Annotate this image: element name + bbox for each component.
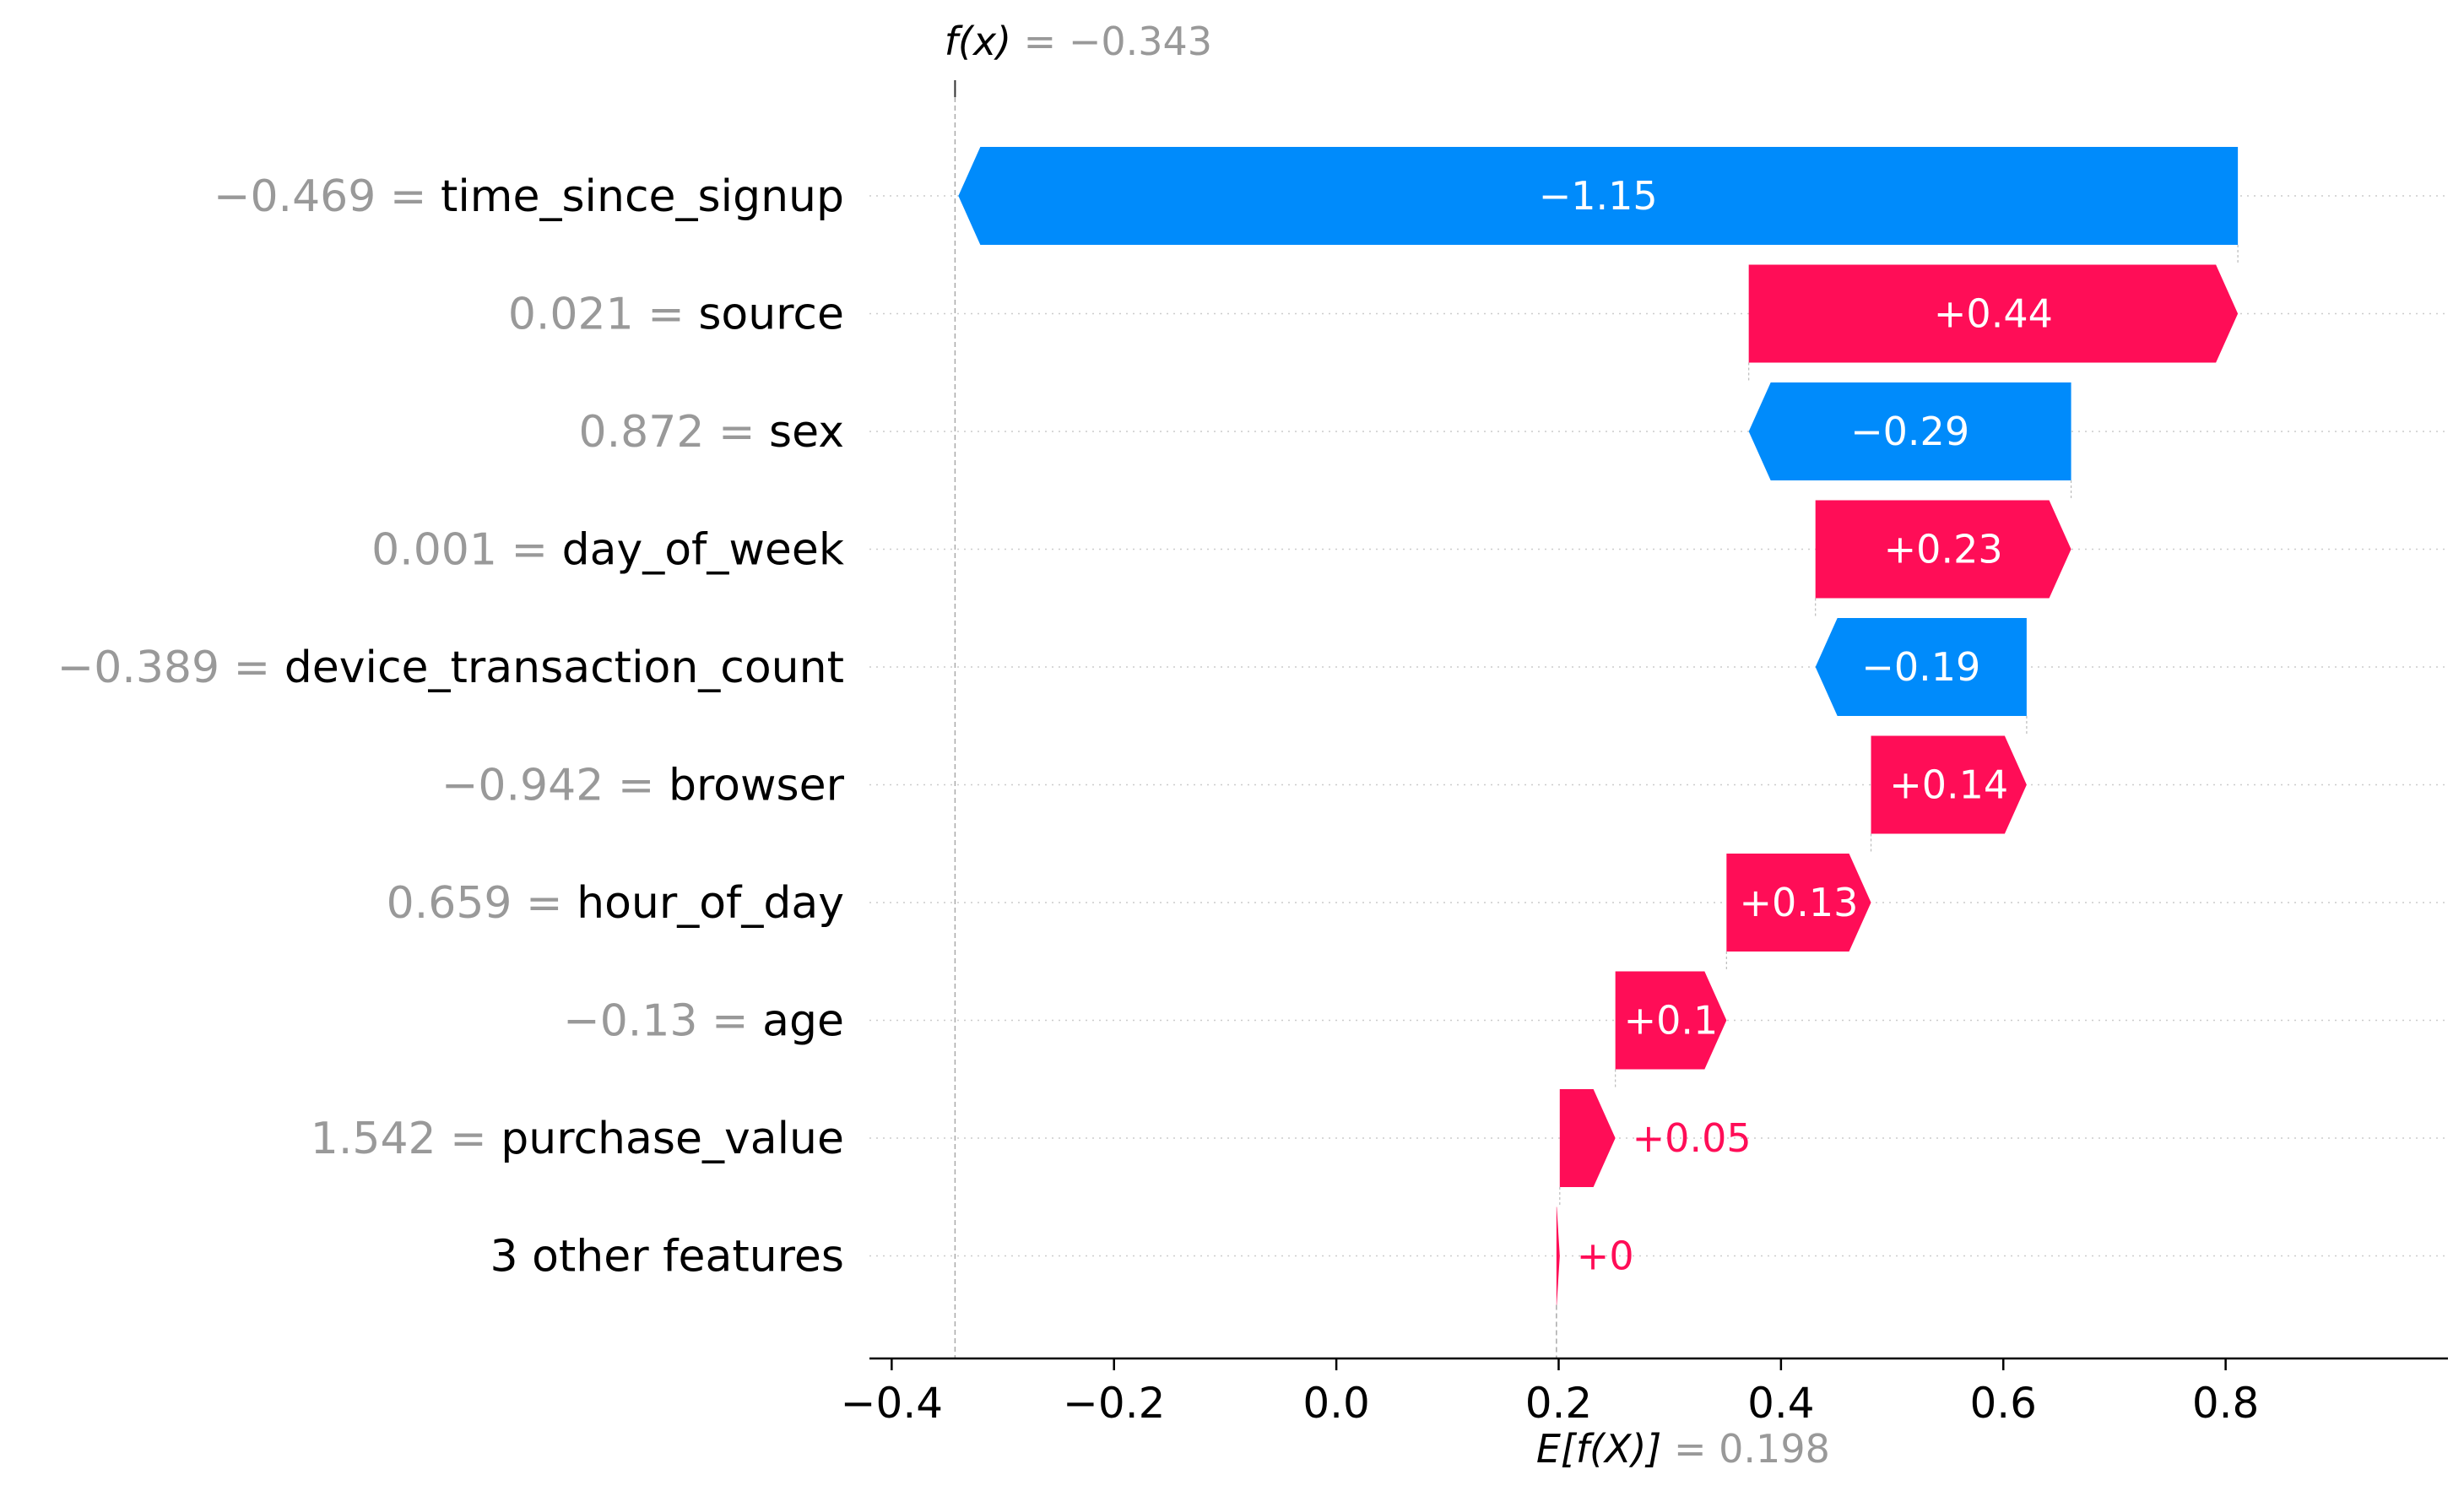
bar-browser [1871, 735, 2027, 834]
feature-value-text: 0.021 = [508, 290, 699, 340]
feature-value-text: −0.942 = [441, 761, 669, 811]
feature-name-text: browser [669, 761, 845, 811]
feature-name-text: time_since_signup [441, 171, 844, 222]
fx-label-value: = −0.343 [1024, 19, 1212, 64]
bar-hour_of_day [1726, 854, 1871, 952]
bar-value-label: +0.44 [1934, 291, 2053, 337]
feature-name-text: sex [769, 407, 844, 458]
x-tick-label: 0.6 [1969, 1379, 2037, 1428]
fx-label-symbol: f(x) [945, 19, 1024, 64]
x-tick-label: 0.8 [2192, 1379, 2260, 1428]
feature-name-text: device_transaction_count [284, 643, 844, 693]
feature-label: 1.542 = purchase_value [311, 1114, 844, 1164]
base-label-value: = 0.198 [1674, 1426, 1830, 1472]
bar-value-label: +0.14 [1889, 762, 2008, 808]
bar-value-label: +0.23 [1884, 527, 2003, 572]
feature-label: −0.13 = age [563, 996, 844, 1047]
feature-value-text: 0.872 = [579, 407, 770, 458]
base-label-symbol: E[f(X)] [1536, 1426, 1674, 1472]
x-tick-label: 0.2 [1525, 1379, 1593, 1428]
feature-label: 0.872 = sex [579, 407, 844, 458]
bar-value-label: −0.19 [1861, 644, 1980, 690]
bar-device_transaction_count [1815, 618, 2027, 716]
bar-time_since_signup [958, 147, 2239, 245]
feature-value-text: 1.542 = [311, 1114, 501, 1164]
feature-label: 0.659 = hour_of_day [387, 878, 844, 929]
feature-label: 0.021 = source [508, 290, 844, 340]
bar-age [1615, 971, 1727, 1070]
bar-value-label: +0.1 [1624, 998, 1719, 1044]
feature-label: −0.389 = device_transaction_count [57, 643, 844, 693]
feature-name-text: day_of_week [562, 525, 844, 576]
fx-label: f(x) = −0.343 [945, 19, 1212, 64]
x-tick-label: 0.0 [1302, 1379, 1370, 1428]
feature-value-text: −0.469 = [214, 171, 441, 222]
feature-name-text: age [762, 996, 844, 1047]
bar-value-label: −0.29 [1850, 409, 1969, 454]
feature-name-text: 3 other features [490, 1232, 844, 1282]
feature-value-text: −0.13 = [563, 996, 762, 1047]
bar-3-other-features [1556, 1206, 1560, 1305]
bar-source [1748, 264, 2239, 363]
feature-name-text: purchase_value [501, 1114, 844, 1164]
base-value-label: E[f(X)] = 0.198 [1536, 1426, 1830, 1472]
bar-day_of_week [1815, 500, 2071, 599]
feature-label: 0.001 = day_of_week [371, 525, 844, 576]
x-tick-label: −0.2 [1063, 1379, 1165, 1428]
bar-value-label: −1.15 [1539, 173, 1658, 219]
bar-value-label: +0.05 [1633, 1115, 1752, 1161]
feature-label: 3 other features [490, 1232, 844, 1282]
bar-value-label: +0 [1577, 1234, 1634, 1279]
bar-sex [1748, 382, 2071, 480]
feature-label: −0.942 = browser [441, 761, 845, 811]
feature-value-text: 0.001 = [371, 525, 562, 576]
x-tick-label: −0.4 [841, 1379, 943, 1428]
feature-name-text: hour_of_day [577, 878, 844, 929]
feature-label: −0.469 = time_since_signup [214, 171, 844, 222]
bar-purchase_value [1559, 1089, 1616, 1187]
feature-name-text: source [698, 290, 844, 340]
x-tick-label: 0.4 [1747, 1379, 1815, 1428]
feature-value-text: 0.659 = [387, 878, 577, 929]
bar-value-label: +0.13 [1739, 880, 1858, 925]
feature-value-text: −0.389 = [57, 643, 284, 693]
